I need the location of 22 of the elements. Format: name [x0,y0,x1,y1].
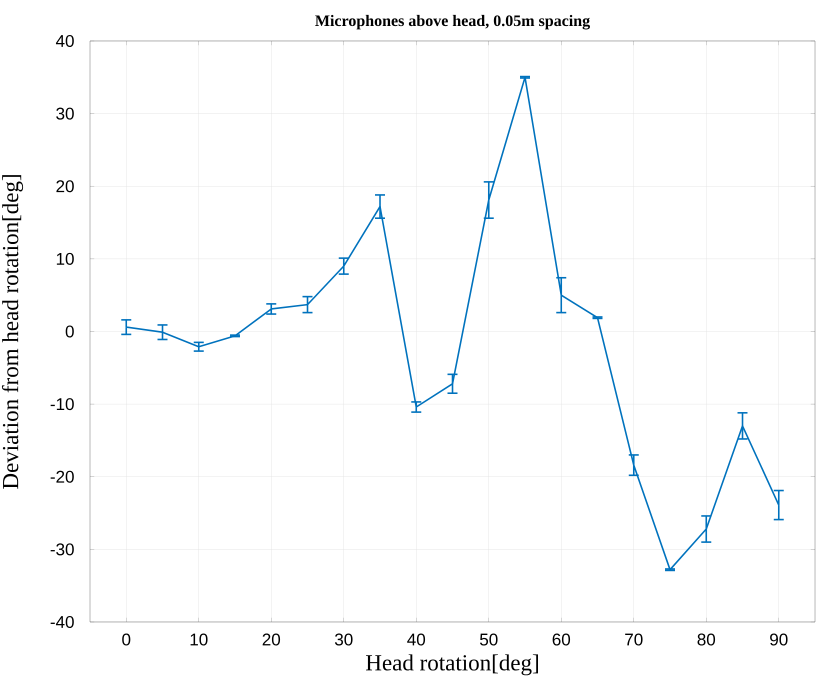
y-tick-label: 40 [56,34,74,48]
y-tick-label: 20 [56,180,74,192]
y-tick-label: -20 [50,470,74,483]
x-tick-label: 20 [262,634,280,646]
x-tick-label: 70 [625,634,643,646]
y-tick-label: -30 [50,543,74,556]
x-tick-label: 40 [407,634,426,646]
x-tick-label: 0 [122,634,130,646]
y-axis-title: Deviation from head rotation[deg] [2,175,24,489]
x-tick-label: 30 [334,634,353,646]
y-tick-label: -10 [50,398,74,410]
x-tick-label: 50 [480,634,498,646]
x-tick-label: 80 [698,634,716,646]
x-tick-label: 90 [770,634,788,646]
y-tick-label: 30 [56,108,74,120]
x-tick-label: 60 [552,634,570,646]
x-axis-title: Head rotation[deg] [366,654,538,676]
y-tick-label: 0 [66,325,74,338]
x-tick-label: 10 [190,634,208,646]
y-tick-label: -40 [50,616,74,628]
chart-title: Microphones above head, 0.05m spacing [315,14,590,30]
y-tick-label: 10 [56,252,74,265]
